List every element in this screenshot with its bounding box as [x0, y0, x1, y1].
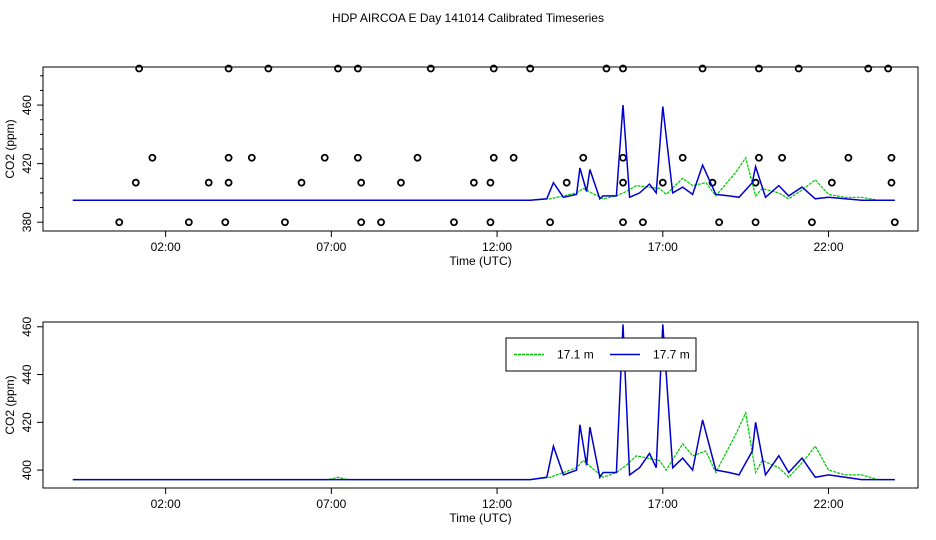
bottom-panel: 02:00 07:00 12:00 17:00 22:00 400 420 440 460 Tim… [3, 316, 919, 525]
y-tick-label: 460 [20, 95, 34, 115]
cal-marker-point [486, 218, 495, 227]
cal-marker-point [413, 153, 422, 162]
cal-marker-point [864, 64, 873, 73]
cal-marker-point [377, 218, 385, 227]
x-tick-label: 07:00 [316, 497, 346, 511]
cal-marker-point [131, 178, 140, 187]
legend-box [505, 337, 697, 372]
cal-marker-point [297, 178, 306, 187]
x-tick-label: 22:00 [813, 240, 843, 254]
cal-marker-point [135, 64, 144, 73]
x-tick-label: 17:00 [648, 240, 678, 254]
cal-marker-point [334, 64, 342, 73]
cal-marker-point [204, 178, 213, 187]
y-tick-label: 420 [20, 153, 34, 173]
x-tick-label: 02:00 [151, 240, 181, 254]
cal-marker-point [184, 218, 193, 227]
cal-marker-point [619, 64, 627, 73]
x-tick-label: 12:00 [482, 497, 512, 511]
chart-title: HDP AIRCOA E Day 141014 Calibrated Times… [332, 11, 604, 25]
y-tick-label: 400 [20, 460, 34, 480]
y-axis-label: CO2 (ppm) [3, 375, 17, 434]
cal-marker-point [755, 153, 763, 162]
series-line-blue [72, 105, 895, 202]
cal-marker-point [619, 153, 627, 162]
y-axis-label: CO2 (ppm) [3, 119, 17, 178]
cal-marker-point [221, 218, 230, 227]
cal-marker-point [397, 178, 405, 187]
cal-marker-point [224, 153, 233, 162]
cal-marker-point [357, 178, 366, 187]
x-tick-label: 02:00 [151, 497, 181, 511]
y-tick-label: 420 [20, 412, 34, 432]
y-tick-label: 380 [20, 212, 34, 232]
cal-marker-point [887, 153, 896, 162]
cal-marker-point [148, 153, 157, 162]
cal-marker-point [884, 64, 893, 73]
legend-label: 17.1 m [557, 348, 594, 362]
plot-frame [42, 321, 919, 489]
cal-marker-point [224, 178, 233, 187]
cal-marker-point [751, 218, 760, 227]
cal-marker-point [715, 218, 724, 227]
x-tick-label: 07:00 [316, 240, 346, 254]
cal-marker-point [526, 64, 535, 73]
cal-marker-point [224, 64, 233, 73]
cal-marker-point [890, 218, 899, 227]
cal-marker-point [887, 178, 896, 187]
series-line-green [72, 156, 895, 201]
legend: 17.1 m 17.7 m [505, 337, 697, 372]
cal-marker-point [827, 178, 836, 187]
cal-marker-point [678, 153, 687, 162]
cal-marker-point [357, 218, 366, 227]
cal-marker-point [353, 64, 362, 73]
legend-label: 17.7 m [653, 348, 690, 362]
y-tick-label: 440 [20, 364, 34, 384]
cal-marker-point [794, 64, 803, 73]
cal-marker-point [115, 218, 124, 227]
cal-marker-point [281, 218, 289, 227]
series-line-blue [72, 324, 895, 481]
cal-marker-point [469, 178, 478, 187]
cal-marker-point [778, 153, 787, 162]
top-panel: 02:00 07:00 12:00 17:00 22:00 380 420 460 Time (… [3, 64, 919, 268]
cal-marker-point [562, 178, 571, 187]
cal-marker-point [247, 153, 256, 162]
cal-marker-point [619, 218, 627, 227]
x-tick-label: 17:00 [648, 497, 678, 511]
cal-marker-point [639, 218, 647, 227]
cal-marker-point [844, 153, 853, 162]
cal-marker-point [426, 64, 435, 73]
cal-marker-point [353, 153, 362, 162]
cal-marker-point [755, 64, 763, 73]
x-axis-label: Time (UTC) [449, 511, 511, 525]
cal-marker-point [489, 153, 498, 162]
y-tick-label: 460 [20, 316, 34, 336]
cal-marker-point [450, 218, 458, 227]
cal-marker-point [579, 153, 588, 162]
cal-marker-point [320, 153, 329, 162]
x-axis-label: Time (UTC) [449, 254, 511, 268]
x-tick-label: 22:00 [813, 497, 843, 511]
cal-marker-point [808, 218, 816, 227]
cal-marker-point [264, 64, 273, 73]
cal-marker-point [619, 178, 627, 187]
cal-marker-point [486, 178, 495, 187]
cal-marker-point [546, 218, 555, 227]
cal-marker-point [489, 64, 498, 73]
cal-marker-point [658, 178, 667, 187]
cal-marker-point [698, 64, 707, 73]
series-line-green [72, 410, 895, 481]
cal-marker-point [602, 64, 611, 73]
x-tick-label: 12:00 [482, 240, 512, 254]
plot-frame [42, 66, 919, 232]
cal-marker-point [509, 153, 518, 162]
